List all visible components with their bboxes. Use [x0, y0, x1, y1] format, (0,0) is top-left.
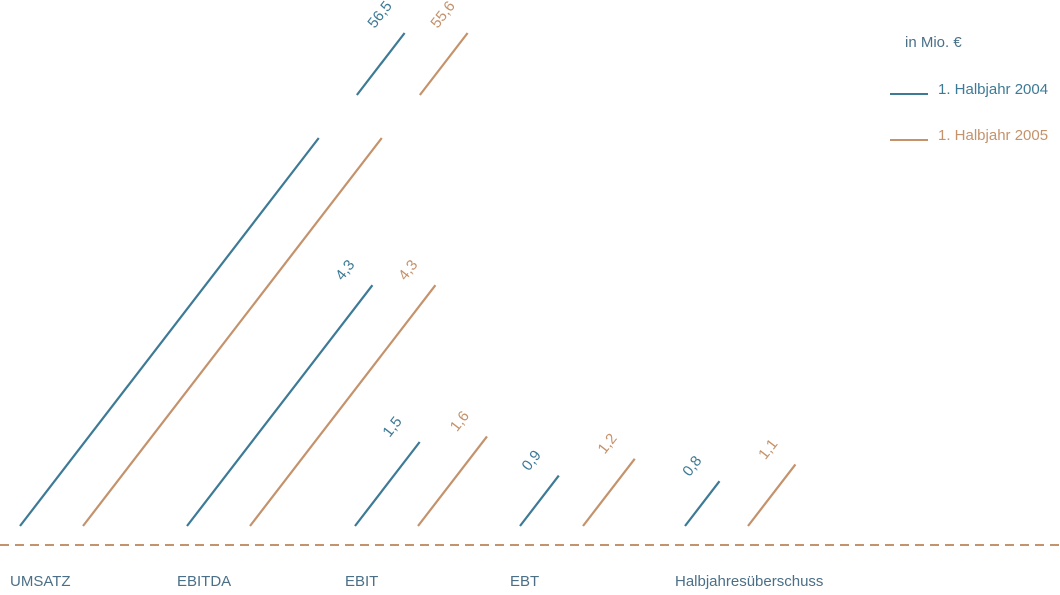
legend-label-2004: 1. Halbjahr 2004	[938, 81, 1049, 98]
bar-umsatz-2004-lower	[19, 137, 320, 527]
bar-ebit-2005	[417, 435, 488, 527]
value-label-ebt-2004: 0,9	[519, 447, 545, 474]
bar-halbjahres-berschuss-2005	[747, 463, 797, 527]
bar-ebt-2004	[519, 474, 560, 527]
legend-swatch-2004	[890, 93, 928, 95]
legend-title: in Mio. €	[905, 34, 962, 51]
value-label-ebt-2005: 1,2	[594, 430, 620, 457]
bar-ebitda-2004	[186, 284, 374, 527]
category-label-ebitda: EBITDA	[177, 573, 231, 590]
value-label-ebitda-2005: 4,3	[395, 257, 421, 284]
category-label-ebt: EBT	[510, 573, 539, 590]
value-label-ebit-2004: 1,5	[379, 414, 405, 441]
value-label-umsatz-2005: 55,6	[427, 0, 458, 31]
category-labels: UMSATZ EBITDA EBIT EBT Halbjahresüberschuss	[10, 573, 823, 590]
bar-umsatz-2004-upper	[355, 32, 406, 96]
bar-umsatz-2005-upper	[418, 32, 469, 96]
bar-ebt-2005	[582, 458, 636, 527]
bar-ebit-2004	[354, 441, 421, 527]
bar-halbjahres-berschuss-2004	[684, 480, 721, 527]
bar-umsatz-2005-lower	[82, 137, 383, 527]
legend-swatch-2005	[890, 139, 928, 141]
value-label-halbjahres-berschuss-2005: 1,1	[755, 436, 781, 463]
value-label-umsatz-2004: 56,5	[364, 0, 395, 31]
legend-label-2005: 1. Halbjahr 2005	[938, 127, 1049, 144]
category-label-halbjahres-berschuss: Halbjahresüberschuss	[675, 573, 823, 590]
bar-ebitda-2005	[249, 284, 437, 527]
chart-marks: 56,5 55,6 4,3 4,3 1,5 1,6 0,9 1,2 0,8 1,1	[19, 0, 797, 527]
value-label-ebitda-2004: 4,3	[332, 257, 358, 284]
value-label-ebit-2005: 1,6	[447, 408, 473, 435]
category-label-umsatz: UMSATZ	[10, 573, 71, 590]
value-label-halbjahres-berschuss-2004: 0,8	[679, 453, 705, 480]
category-label-ebit: EBIT	[345, 573, 378, 590]
